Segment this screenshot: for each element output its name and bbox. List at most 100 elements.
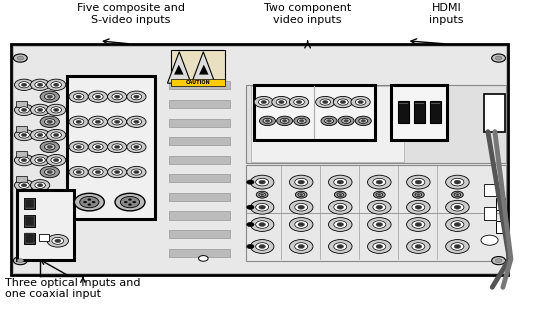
Bar xyxy=(496,198,505,210)
Bar xyxy=(251,86,404,162)
Circle shape xyxy=(295,243,308,250)
Circle shape xyxy=(76,120,81,123)
Circle shape xyxy=(334,203,347,211)
Circle shape xyxy=(328,218,352,231)
Circle shape xyxy=(294,116,310,126)
Circle shape xyxy=(338,116,354,126)
Circle shape xyxy=(325,118,333,123)
Circle shape xyxy=(492,54,506,62)
Circle shape xyxy=(417,194,420,196)
Circle shape xyxy=(373,221,386,228)
Bar xyxy=(39,234,49,241)
Circle shape xyxy=(127,166,146,178)
Bar xyxy=(169,137,230,145)
Circle shape xyxy=(247,180,254,184)
Circle shape xyxy=(21,184,27,187)
Circle shape xyxy=(74,193,104,211)
Circle shape xyxy=(277,116,293,126)
Circle shape xyxy=(37,108,43,111)
Circle shape xyxy=(14,79,34,90)
Circle shape xyxy=(328,200,352,214)
Circle shape xyxy=(446,175,469,189)
Bar xyxy=(414,101,425,123)
Circle shape xyxy=(451,203,464,211)
Circle shape xyxy=(134,120,139,123)
Circle shape xyxy=(30,129,50,141)
Circle shape xyxy=(259,180,265,184)
Circle shape xyxy=(131,144,142,150)
Circle shape xyxy=(279,100,284,104)
Circle shape xyxy=(300,120,304,122)
Circle shape xyxy=(328,240,352,253)
Bar xyxy=(171,79,225,86)
Circle shape xyxy=(47,154,66,166)
Circle shape xyxy=(73,94,84,100)
Circle shape xyxy=(407,240,430,253)
Text: Three optical inputs and
one coaxial input: Three optical inputs and one coaxial inp… xyxy=(5,278,141,300)
Circle shape xyxy=(451,221,464,228)
Circle shape xyxy=(47,171,52,174)
Circle shape xyxy=(17,259,24,263)
Circle shape xyxy=(298,223,304,226)
Circle shape xyxy=(88,199,91,201)
Text: ▲: ▲ xyxy=(198,62,208,76)
Circle shape xyxy=(88,116,108,127)
Circle shape xyxy=(334,243,347,250)
Bar xyxy=(16,151,27,157)
Circle shape xyxy=(261,100,266,104)
Circle shape xyxy=(454,180,461,184)
Circle shape xyxy=(272,96,291,108)
Circle shape xyxy=(30,154,50,166)
Circle shape xyxy=(80,197,99,208)
Circle shape xyxy=(54,83,59,86)
Circle shape xyxy=(21,108,27,111)
Bar xyxy=(415,102,424,104)
Bar xyxy=(171,50,225,86)
Bar xyxy=(67,76,155,219)
Bar xyxy=(484,184,496,196)
Circle shape xyxy=(376,193,383,197)
Circle shape xyxy=(337,180,343,184)
Circle shape xyxy=(54,108,59,111)
Text: Five composite and
S-video inputs: Five composite and S-video inputs xyxy=(77,3,185,25)
Circle shape xyxy=(14,104,34,116)
Circle shape xyxy=(373,178,386,186)
Circle shape xyxy=(30,79,50,90)
Circle shape xyxy=(415,223,422,226)
Circle shape xyxy=(415,180,422,184)
Bar xyxy=(25,216,34,225)
Circle shape xyxy=(127,116,146,127)
Bar xyxy=(16,101,27,107)
Bar xyxy=(430,101,441,123)
Circle shape xyxy=(337,223,343,226)
Circle shape xyxy=(108,166,127,178)
Circle shape xyxy=(373,191,385,198)
Circle shape xyxy=(131,94,142,100)
Circle shape xyxy=(108,116,127,127)
Circle shape xyxy=(323,100,328,104)
Circle shape xyxy=(19,182,29,188)
Circle shape xyxy=(295,178,308,186)
Circle shape xyxy=(19,132,29,138)
Circle shape xyxy=(19,82,29,88)
Circle shape xyxy=(289,240,313,253)
Circle shape xyxy=(47,235,68,247)
Circle shape xyxy=(112,94,123,100)
Circle shape xyxy=(412,243,425,250)
Circle shape xyxy=(376,205,383,209)
Circle shape xyxy=(256,243,269,250)
Circle shape xyxy=(93,169,103,175)
Circle shape xyxy=(454,205,461,209)
Circle shape xyxy=(44,119,55,125)
Circle shape xyxy=(337,245,343,248)
Circle shape xyxy=(297,118,306,123)
Circle shape xyxy=(373,243,386,250)
Circle shape xyxy=(456,194,459,196)
Circle shape xyxy=(407,200,430,214)
Circle shape xyxy=(83,201,87,203)
Circle shape xyxy=(295,221,308,228)
Circle shape xyxy=(334,221,347,228)
Circle shape xyxy=(124,201,127,203)
Circle shape xyxy=(368,240,391,253)
Circle shape xyxy=(339,194,342,196)
